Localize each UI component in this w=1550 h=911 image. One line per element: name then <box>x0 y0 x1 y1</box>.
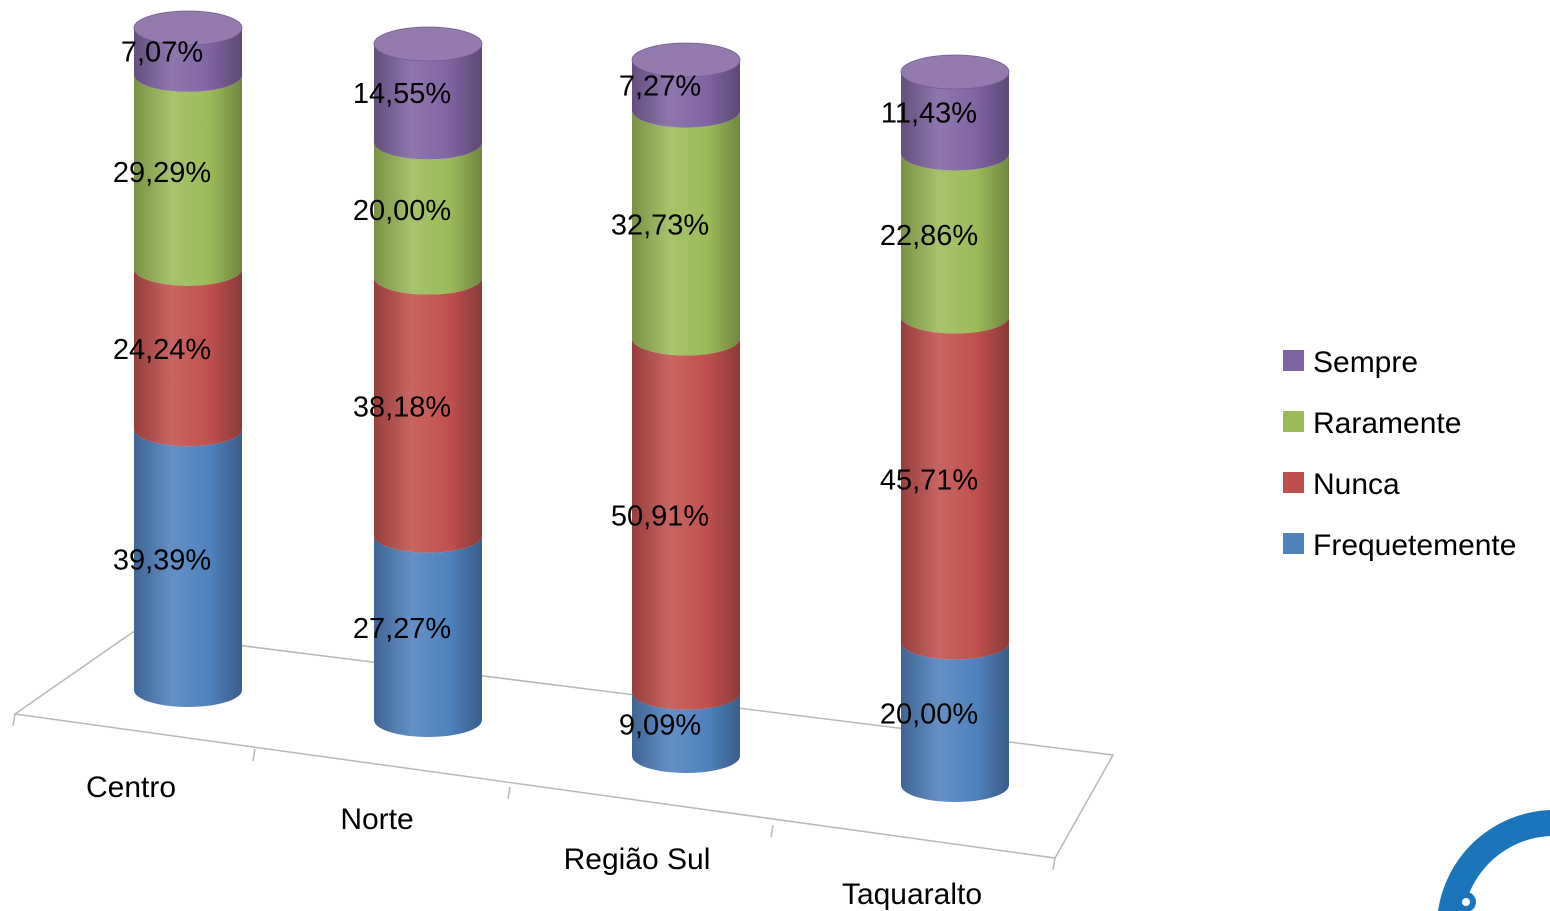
chart-floor <box>12 631 1115 871</box>
bar-segment-raramente <box>632 110 740 356</box>
bar-segment-raramente <box>374 142 482 295</box>
legend-swatch <box>1283 350 1304 371</box>
data-label: 11,43% <box>881 98 977 130</box>
data-label: 32,73% <box>611 209 709 241</box>
legend-item-sempre: Sempre <box>1283 346 1418 379</box>
data-label: 29,29% <box>113 157 211 189</box>
legend-item-raramente: Raramente <box>1283 407 1461 440</box>
bar-segment-frequetemente <box>374 535 482 737</box>
legend-item-nunca: Nunca <box>1283 468 1400 501</box>
bar-segment-sempre <box>374 44 482 160</box>
floor-outline <box>12 631 1115 859</box>
legend-swatch <box>1283 533 1304 554</box>
data-labels: 39,39% 24,24% 29,29% 7,07% 27,27% 38,18% 20,00… <box>113 36 978 741</box>
data-label: 27,27% <box>353 613 451 645</box>
bar-segment-nunca <box>374 277 482 553</box>
category-label: Centro <box>86 771 176 804</box>
data-label: 38,18% <box>353 392 451 424</box>
cylinder-top-cap <box>133 10 243 46</box>
legend: Sempre Raramente Nunca Frequetemente <box>1283 346 1516 562</box>
floor-tick <box>507 786 511 800</box>
logo-dot-center <box>1462 898 1470 906</box>
logo-arc-icon <box>1438 810 1550 911</box>
legend-label: Sempre <box>1313 346 1418 379</box>
data-label: 24,24% <box>113 334 211 366</box>
category-axis-labels: Centro Norte Região Sul Taquaralto <box>86 771 982 911</box>
cylinder-top-cap <box>631 42 741 78</box>
bar-segment-frequetemente <box>901 642 1009 802</box>
cylinder-norte <box>373 26 483 737</box>
bar-segment-frequetemente <box>134 429 242 707</box>
bar-segment-sempre <box>632 60 740 128</box>
cylinder-taquaralto <box>900 54 1010 802</box>
data-label: 20,00% <box>353 195 451 227</box>
bar-segment-frequetemente <box>632 692 740 773</box>
bar-segment-raramente <box>134 74 242 286</box>
corner-logo <box>1438 810 1550 911</box>
data-label: 7,07% <box>121 36 203 68</box>
data-label: 50,91% <box>611 501 709 533</box>
legend-label: Raramente <box>1313 407 1461 440</box>
category-label: Taquaralto <box>842 878 982 911</box>
floor-tick <box>1052 857 1056 871</box>
data-label: 14,55% <box>353 78 451 110</box>
data-label: 22,86% <box>880 220 978 252</box>
data-label: 9,09% <box>619 709 701 741</box>
legend-swatch <box>1283 411 1304 432</box>
legend-label: Frequetemente <box>1313 529 1516 562</box>
cylinder-top-cap <box>900 54 1010 90</box>
legend-label: Nunca <box>1313 468 1400 501</box>
bar-segment-nunca <box>134 268 242 447</box>
bar-segment-nunca <box>901 316 1009 660</box>
floor-tick <box>12 713 16 727</box>
cylinder-top-cap <box>373 26 483 62</box>
data-label: 7,27% <box>619 70 701 102</box>
data-label: 20,00% <box>880 699 978 731</box>
floor-tick <box>252 748 256 762</box>
category-label: Região Sul <box>564 843 711 876</box>
cylinder-bars <box>133 10 1010 802</box>
bar-segment-raramente <box>901 153 1009 334</box>
cylinder-centro <box>133 10 243 707</box>
bar-segment-nunca <box>632 338 740 710</box>
data-label: 39,39% <box>113 545 211 577</box>
data-label: 45,71% <box>880 464 978 496</box>
floor-tick <box>770 824 774 838</box>
legend-item-frequetemente: Frequetemente <box>1283 529 1516 562</box>
bar-segment-sempre <box>901 72 1009 171</box>
category-label: Norte <box>340 803 413 836</box>
bar-segment-sempre <box>134 28 242 92</box>
legend-swatch <box>1283 472 1304 493</box>
cylinder-região-sul <box>631 42 741 773</box>
